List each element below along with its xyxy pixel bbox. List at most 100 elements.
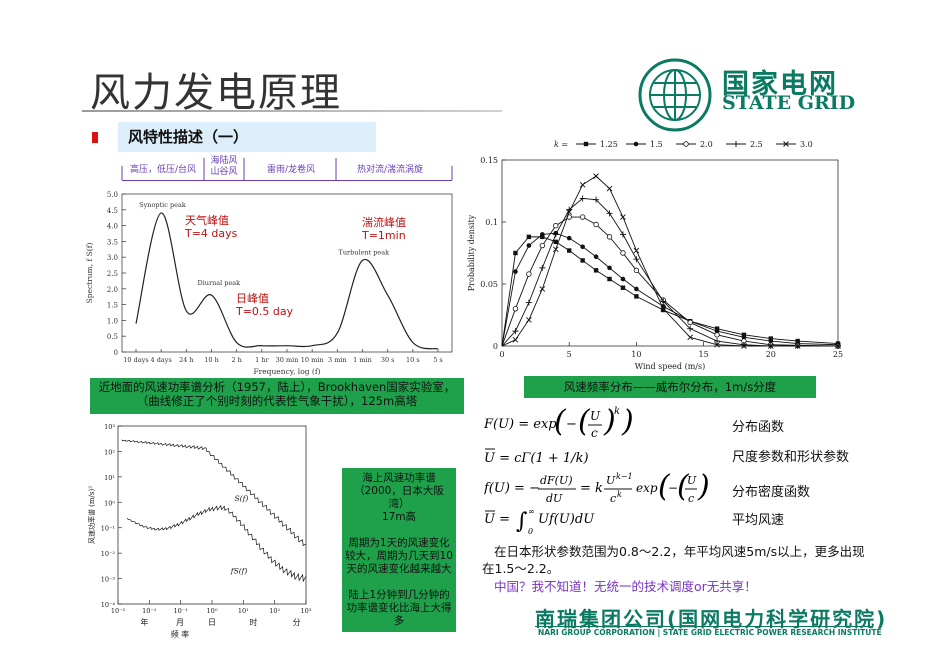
data-point [620,276,626,282]
x-axis-label: Wind speed (m/s) [635,362,705,371]
data-point [634,294,639,299]
period-label: 时 [249,617,257,627]
svg-text:c: c [591,426,598,440]
svg-text:dU: dU [546,492,563,505]
weibull-line-k-2.0 [501,216,839,347]
footer-english: NARI GROUP CORPORATION | STATE GRID ELEC… [538,628,882,637]
data-point [741,343,747,349]
data-point [606,210,613,217]
x-tick-label: 10 min [301,356,324,364]
data-point [620,285,626,290]
y-tick-label: 10⁻⁴ [101,601,116,609]
formula-density: f(U) = − dF(U) dU = k U k−1 c k exp ( − … [483,468,714,511]
band-label: 高压，低压/台风 [129,165,197,175]
x-tick-label: 15 [699,350,709,359]
y-axis-label: Probability density [467,214,476,291]
y-tick-label: 4.5 [107,207,118,215]
data-point [660,305,667,312]
data-point [620,250,626,256]
data-point [633,247,640,254]
formula-mean-gamma: U = cΓ(1 + 1/k) [484,446,684,471]
svg-text:(: ( [677,469,690,504]
svg-text:k: k [617,490,622,499]
band-label: 海陆风 山谷风 [210,156,238,177]
x-axis-label: Frequency, log (f) [253,367,320,376]
y-axis-label: Spectrum, f S(f) [85,243,94,304]
data-point [526,271,532,277]
data-point [525,299,532,306]
weibull-line-k-1.25 [501,236,839,347]
legend-marker [733,141,739,147]
x-tick-label: 10 [631,350,641,359]
svg-text:= k: = k [580,481,603,496]
data-point [714,326,720,331]
data-point [835,343,841,349]
sea-spectrum-figure: 10³ 10² 10¹ 10⁰ 10⁻¹ 10⁻² 10⁻³ 10⁻⁴ 10⁻³ 10⁻² 10⁻¹… [84,418,314,642]
japan-note: 在日本形状参数范围为0.8～2.2，年平均风速5m/s以上，更多出现在1.5～2… [482,544,865,576]
data-point [660,298,667,305]
data-point [566,235,572,241]
y-tick-label: 3.0 [107,254,118,262]
formula-desc: 尺度参数和形状参数 [732,450,850,465]
data-point [526,243,532,248]
data-point [539,242,546,249]
sf-curve [121,439,307,547]
y-tick-label: 2.0 [107,286,118,294]
data-point [661,307,666,313]
y-tick-label: 0.1 [485,218,498,227]
band-label: 热对流/湍流涡旋 [356,165,424,175]
svg-text:): ) [621,404,634,439]
annotation-title: 天气峰值 [185,214,229,227]
legend-marker [783,141,789,147]
legend-prefix: k = [554,140,568,149]
data-point [540,232,545,237]
data-point [768,338,774,344]
legend-marker [683,141,689,147]
formula-desc: 分布函数 [732,420,785,435]
peak-label: Synoptic peak [139,201,186,209]
svg-text:∫: ∫ [516,509,528,534]
china-note: 中国？我不知道！无统一的技术调度or无共享！ [494,579,757,594]
data-point [539,264,546,271]
data-point [593,221,599,228]
data-point [552,246,559,253]
svg-text:k−1: k−1 [616,472,633,481]
formula-mean-integral: U = ∫ ∞ 0 Uf(U)dU [484,504,684,539]
weibull-line-k-3.0 [501,175,838,347]
data-point [579,214,586,220]
x-axis-label: 频 率 [171,629,190,639]
x-tick-label: 5 s [433,356,443,364]
y-tick-label: 10⁻¹ [101,525,116,533]
data-point [687,325,694,332]
data-point [512,336,519,343]
footer-company: 南瑞集团公司(国网电力科学研究院) [535,607,888,631]
x-tick-label: 25 [833,350,843,359]
y-tick-label: 10² [104,448,115,456]
legend-label: 3.0 [800,140,813,149]
x-tick-label: 5 [567,350,572,359]
data-point [512,306,519,312]
legend-marker [633,141,639,147]
state-grid-emblem [638,58,712,132]
x-tick-label: 30 s [381,356,395,364]
svg-text:(: ( [658,469,671,504]
svg-text:(: ( [578,404,591,439]
x-tick-label: 10¹ [238,607,249,615]
period-label: 月 [176,618,184,627]
y-tick-label: 0.5 [107,333,118,341]
y-tick-label: 0.05 [480,280,498,289]
data-point [539,286,546,292]
data-point [579,195,586,202]
section-subtitle: 风特性描述（一） [128,128,249,146]
annotation-period: T=1min [362,229,406,242]
weibull-caption: 风速频率分布——威布尔分布，1m/s分度 [524,376,816,398]
data-point [513,269,518,274]
svg-text:U: U [687,474,697,487]
x-tick-label: 1 min [353,356,372,364]
x-tick-label: 10 s [406,356,420,364]
formula-cdf-svg: F(U) = exp ( − ( U c ) k ) [483,404,634,440]
data-point [633,267,640,274]
data-point [795,338,800,344]
curve-label: S(f) [235,494,249,503]
